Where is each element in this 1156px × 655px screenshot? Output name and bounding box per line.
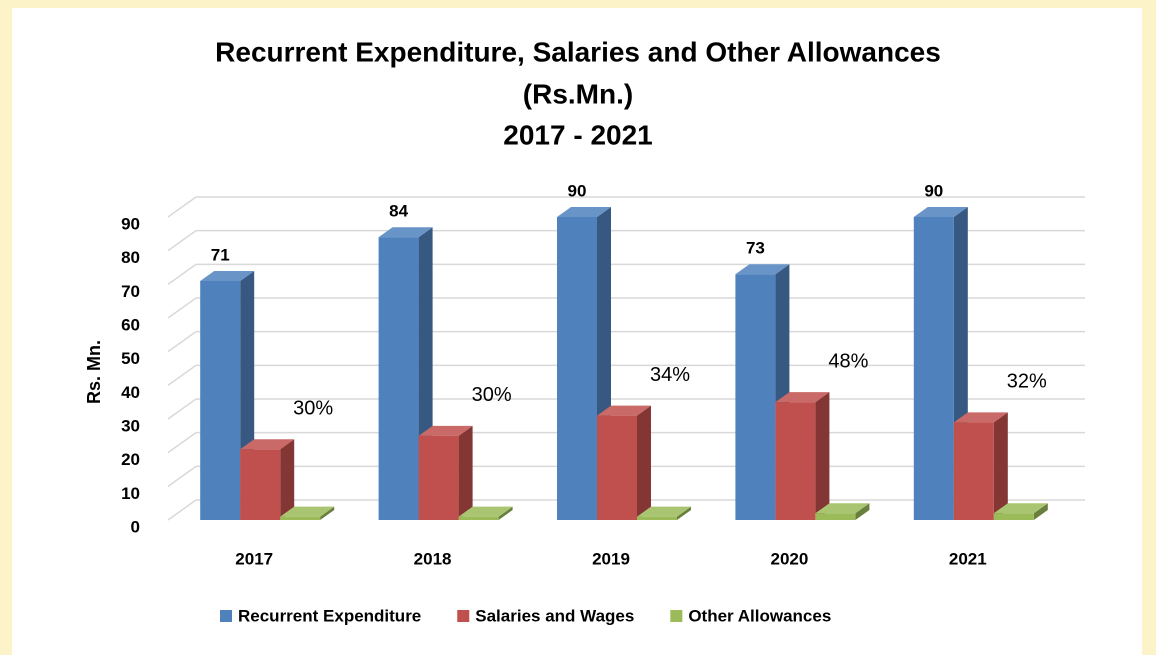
grid-line (167, 398, 197, 420)
bar-side (993, 412, 1008, 520)
bar-top (597, 405, 651, 416)
bar-top (557, 207, 611, 217)
y-tick-label: 20 (121, 450, 140, 469)
grid-line (167, 364, 197, 386)
y-tick-label: 0 (131, 517, 140, 536)
bar-side (677, 506, 691, 520)
grid-line (167, 432, 197, 454)
bar-top (458, 506, 513, 517)
share-label: 30% (293, 398, 333, 420)
share-label: 32% (1007, 371, 1047, 393)
y-tick-label: 90 (121, 214, 140, 233)
legend-swatch (220, 610, 232, 622)
legend-label: Other Allowances (688, 606, 831, 625)
bar-top (815, 503, 870, 514)
bar-side (280, 439, 295, 520)
data-label: 71 (211, 245, 230, 264)
x-tick-label: 2019 (592, 549, 630, 568)
legend-swatch (457, 610, 470, 622)
bar-top (280, 506, 335, 517)
grid-line (167, 263, 197, 285)
chart-title: 2017 - 2021 (503, 119, 652, 150)
bar-top (913, 207, 968, 217)
grid-line (167, 499, 197, 521)
grid-line (167, 465, 197, 487)
y-axis-label: Rs. Mn. (84, 340, 104, 404)
bar-top (200, 270, 255, 281)
data-label: 90 (568, 181, 587, 200)
y-tick-label: 10 (121, 484, 140, 503)
bar-side (1033, 503, 1048, 520)
bar (240, 449, 281, 520)
grid-line (167, 297, 197, 319)
legend-label: Recurrent Expenditure (238, 606, 421, 625)
bar-top (953, 412, 1008, 423)
bar-top (378, 227, 433, 238)
bar-side (458, 425, 473, 520)
bar-top (775, 392, 830, 403)
bar (418, 435, 459, 520)
x-tick-label: 2017 (235, 549, 273, 568)
y-tick-label: 40 (121, 383, 140, 402)
bar (775, 402, 816, 520)
bar-top (993, 503, 1048, 514)
bar-side (637, 405, 651, 520)
grid-line (167, 331, 197, 353)
bar (815, 513, 856, 520)
bar (280, 516, 321, 520)
bar-top (240, 439, 295, 450)
bar-side (498, 506, 513, 520)
bar (378, 237, 419, 520)
y-tick-label: 80 (121, 248, 140, 267)
x-tick-label: 2021 (949, 549, 987, 568)
y-tick-label: 30 (121, 416, 140, 435)
y-tick-label: 70 (121, 282, 140, 301)
data-label: 73 (746, 239, 765, 258)
share-label: 48% (828, 350, 868, 372)
bar-top (418, 425, 473, 436)
x-tick-label: 2018 (414, 549, 452, 568)
share-label: 34% (650, 364, 690, 386)
legend-label: Salaries and Wages (475, 606, 634, 625)
chart-title: Recurrent Expenditure, Salaries and Othe… (215, 36, 941, 67)
bar (953, 422, 994, 520)
bar-top (735, 264, 790, 275)
bar-side (815, 392, 830, 520)
bar (735, 274, 776, 520)
bar (993, 513, 1034, 520)
x-tick-label: 2020 (770, 549, 808, 568)
data-label: 90 (924, 181, 943, 200)
bar (200, 280, 241, 520)
bar-side (855, 503, 870, 520)
bar-top (637, 506, 691, 517)
y-tick-label: 50 (121, 349, 140, 368)
share-label: 30% (472, 384, 512, 406)
grid-line (167, 230, 197, 252)
chart-title: (Rs.Mn.) (523, 78, 633, 109)
bar (913, 217, 954, 520)
bar (557, 217, 597, 520)
data-label: 84 (389, 202, 408, 221)
bar (458, 516, 499, 520)
grid-line (167, 196, 197, 218)
legend-swatch (670, 610, 683, 622)
y-tick-label: 60 (121, 315, 140, 334)
bar-side (320, 506, 335, 520)
bar (637, 516, 677, 520)
bar (597, 415, 637, 520)
